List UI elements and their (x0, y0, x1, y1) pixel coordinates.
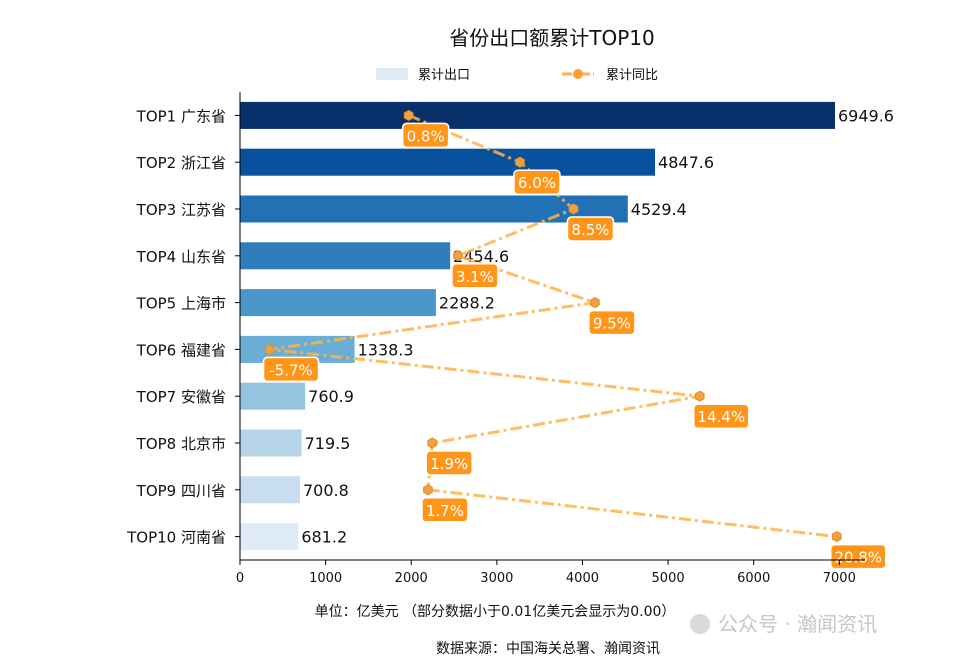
bar (240, 101, 835, 129)
category-label: TOP3 江苏省 (136, 201, 226, 219)
category-label: TOP5 上海市 (136, 295, 226, 313)
source-note: 数据来源：中国海关总署、瀚闻资讯 (436, 641, 660, 657)
bar (240, 289, 436, 317)
yoy-label: 6.0% (518, 174, 556, 192)
x-tick-label: 4000 (566, 571, 599, 586)
yoy-label-box (401, 122, 450, 149)
yoy-label: 8.5% (571, 221, 609, 239)
x-tick-label: 3000 (480, 571, 513, 586)
bar (240, 382, 306, 410)
bar-value-label: 760.9 (308, 387, 354, 406)
yoy-marker (427, 437, 438, 449)
yoy-label-box (693, 403, 750, 429)
wechat-icon (690, 614, 710, 634)
chart-title: 省份出口额累计TOP10 (449, 26, 654, 50)
watermark-text: 公众号 · 瀚闻资讯 (718, 612, 877, 636)
yoy-marker (423, 484, 433, 496)
yoy-marker (568, 203, 579, 215)
category-label: TOP7 安徽省 (136, 388, 226, 406)
yoy-label-box (588, 309, 636, 336)
yoy-marker (694, 390, 705, 402)
x-tick-label: 5000 (652, 571, 685, 586)
bar-value-label: 719.5 (305, 434, 351, 453)
category-label: TOP8 北京市 (136, 435, 226, 453)
bar (240, 429, 302, 457)
category-label: TOP2 浙江省 (136, 154, 226, 172)
legend-swatch-bar (376, 68, 408, 80)
legend-label-bar: 累计出口 (418, 68, 470, 83)
bar (240, 242, 451, 270)
yoy-label: -5.7% (269, 361, 313, 379)
bar-value-label: 1338.3 (358, 340, 414, 359)
category-label: TOP9 四川省 (136, 482, 226, 500)
yoy-label-box (566, 216, 615, 242)
category-label: TOP6 福建省 (136, 341, 226, 359)
category-label: TOP10 河南省 (126, 529, 226, 547)
legend-label-line: 累计同比 (606, 68, 658, 83)
x-tick-label: 6000 (737, 571, 770, 586)
bar-value-label: 6949.6 (838, 106, 894, 125)
category-label: TOP1 广东省 (136, 107, 226, 125)
yoy-label-box (421, 497, 469, 523)
yoy-label: 1.7% (426, 502, 464, 520)
yoy-marker (590, 297, 600, 309)
yoy-label-box (262, 356, 320, 383)
yoy-marker (831, 531, 842, 543)
x-axis-label: 单位：亿美元 （部分数据小于0.01亿美元会显示为0.00） (315, 604, 676, 620)
yoy-marker (453, 250, 463, 262)
bar-value-label: 2288.2 (439, 294, 495, 313)
yoy-label: 20.8% (834, 549, 882, 567)
x-tick-label: 7000 (823, 571, 856, 586)
x-tick-label: 1000 (309, 571, 342, 586)
yoy-label: 14.4% (697, 408, 745, 426)
x-tick-label: 0 (236, 571, 244, 586)
bar-value-label: 681.2 (301, 528, 347, 547)
category-label: TOP4 山东省 (136, 248, 226, 266)
bar (240, 148, 656, 176)
yoy-label: 9.5% (593, 315, 631, 333)
yoy-label: 3.1% (456, 268, 494, 286)
watermark: 公众号 · 瀚闻资讯 (690, 612, 877, 636)
yoy-label: 0.8% (407, 127, 445, 145)
yoy-marker (264, 343, 275, 355)
bar (240, 523, 299, 551)
bar-value-label: 4529.4 (631, 200, 687, 219)
bar-value-label: 700.8 (303, 481, 349, 500)
yoy-label-box (513, 169, 561, 195)
yoy-label-box (829, 543, 887, 570)
legend-marker (573, 69, 583, 79)
yoy-marker (403, 109, 414, 121)
bar-value-label: 4847.6 (658, 153, 714, 172)
yoy-marker (515, 156, 525, 168)
yoy-label-box (451, 263, 499, 289)
x-tick-label: 2000 (395, 571, 428, 586)
legend: 累计出口 累计同比 (376, 68, 658, 83)
bar (240, 476, 300, 504)
yoy-label: 1.9% (430, 455, 468, 473)
yoy-label-box (425, 450, 473, 476)
